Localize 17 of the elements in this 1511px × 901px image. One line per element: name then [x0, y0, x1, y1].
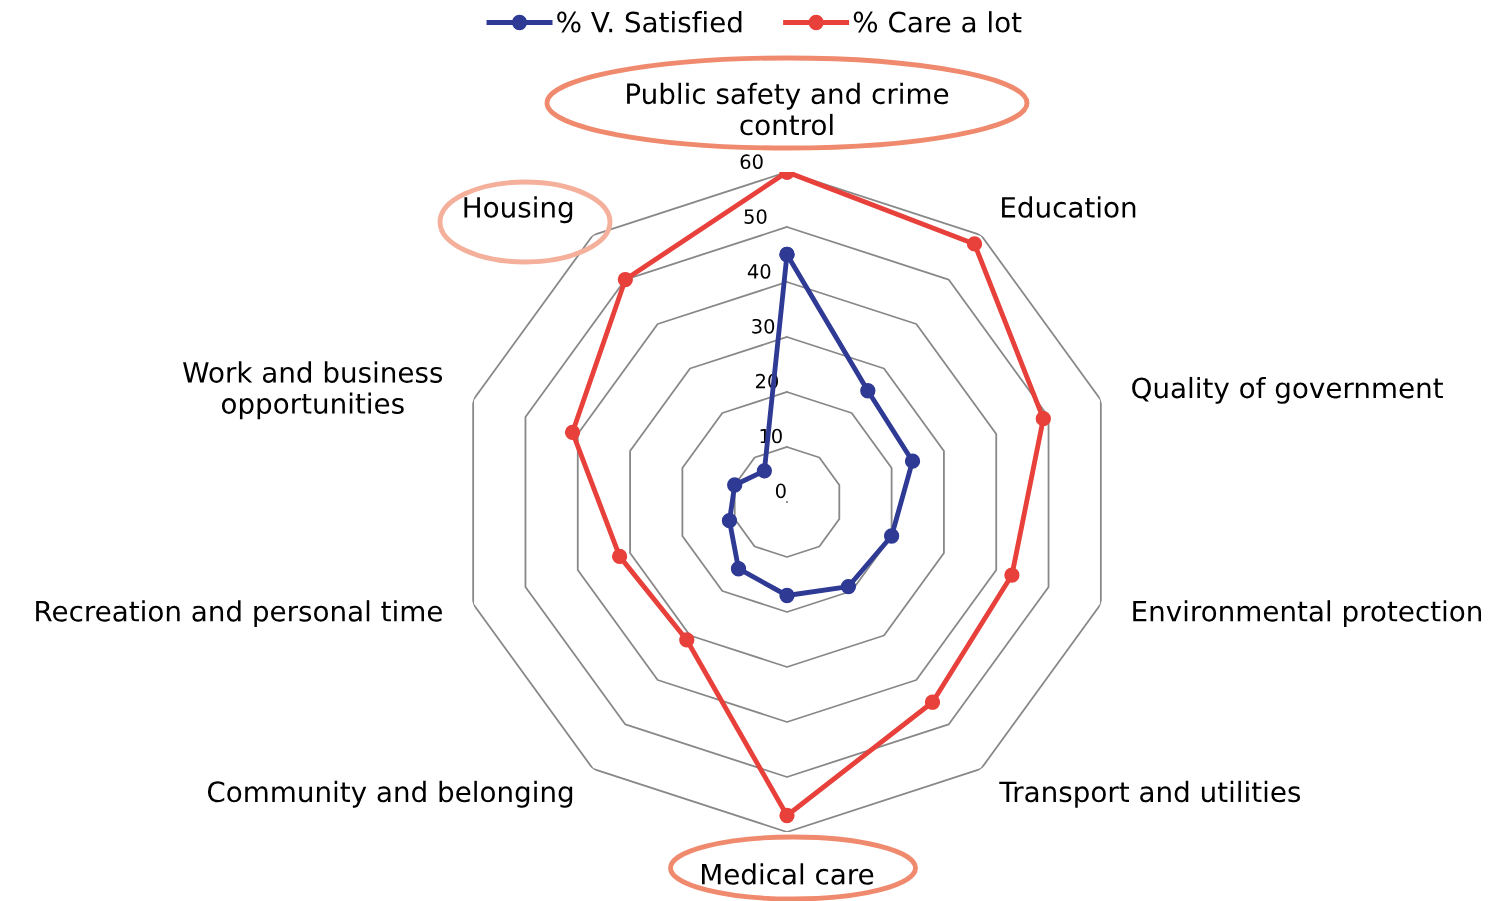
spoke-label: Community and belonging: [207, 780, 573, 808]
spoke-label: Housing: [464, 196, 573, 224]
spoke-label: Medical care: [702, 863, 874, 885]
spoke-label: Work and business opportunities: [183, 361, 443, 420]
y-tick-label: 40: [747, 264, 771, 279]
spoke-label: Education: [1002, 196, 1136, 218]
spoke-label: Quality of government: [1132, 376, 1443, 404]
legend-label: % V. Satisfied: [557, 11, 742, 33]
legend-label: % Care a lot: [853, 11, 1022, 33]
spoke-label: Environmental protection: [1133, 600, 1482, 628]
y-tick-label: 0: [775, 483, 786, 499]
spoke-label: Public safety and crime control: [627, 82, 949, 136]
y-tick-label: 60: [740, 154, 763, 170]
spoke-label: Recreation and personal time: [36, 600, 442, 628]
y-tick-label: 50: [744, 209, 767, 224]
y-tick-label: 30: [752, 318, 775, 334]
spoke-label: Transport and utilities: [999, 780, 1301, 808]
